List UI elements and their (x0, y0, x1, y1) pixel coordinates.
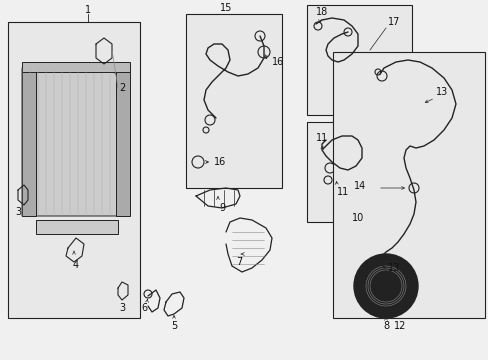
Bar (22, 68, 36, 216)
Text: 9: 9 (219, 203, 224, 213)
Text: 18: 18 (315, 7, 327, 17)
Bar (22, 62, 130, 72)
Bar (306, 5, 411, 115)
Bar (332, 52, 484, 318)
Text: 3: 3 (15, 207, 21, 217)
Text: 11: 11 (315, 133, 327, 143)
Text: 11: 11 (336, 187, 348, 197)
Bar (339, 84, 361, 104)
Text: 14: 14 (353, 181, 366, 191)
Text: 2: 2 (119, 83, 125, 93)
Text: 5: 5 (170, 321, 177, 331)
Polygon shape (22, 68, 130, 216)
Bar (185, 14, 282, 188)
Text: 16: 16 (271, 57, 284, 67)
Bar (8, 22, 140, 318)
Circle shape (353, 254, 417, 318)
Text: 6: 6 (141, 303, 147, 313)
Text: 8: 8 (382, 321, 388, 331)
Text: 3: 3 (119, 303, 125, 313)
Circle shape (371, 272, 399, 300)
Text: 1: 1 (85, 5, 91, 15)
Bar (116, 68, 130, 216)
Circle shape (342, 86, 358, 102)
Text: 13: 13 (435, 87, 447, 97)
Text: 4: 4 (73, 260, 79, 270)
Text: 10: 10 (351, 213, 364, 223)
Text: 16: 16 (214, 157, 226, 167)
Bar (306, 122, 411, 222)
Text: 13: 13 (387, 263, 400, 273)
Text: 15: 15 (220, 3, 232, 13)
Text: 7: 7 (235, 257, 242, 267)
Text: 17: 17 (387, 17, 400, 27)
Bar (36, 220, 118, 234)
Text: 12: 12 (393, 321, 406, 331)
